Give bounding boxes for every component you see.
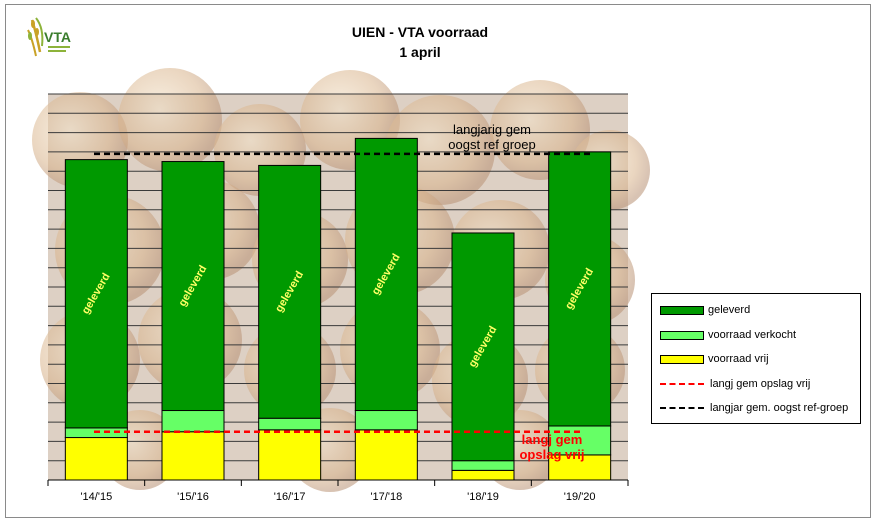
annotation-ref-groep-line2: oogst ref groep — [448, 137, 535, 152]
legend-label-ref-groep: langjar gem. oogst ref-groep — [710, 402, 849, 414]
legend-label-opslag-vrij: langj gem opslag vrij — [710, 378, 811, 390]
legend-item-voorraad-vrij: voorraad vrij — [660, 352, 769, 366]
vta-logo: VTA — [24, 12, 84, 64]
chart-title-block: UIEN - VTA voorraad 1 april — [280, 22, 560, 62]
annotation-opslag-vrij-line1: langj gem — [522, 432, 583, 447]
legend-swatch-voorraad-verkocht — [660, 330, 704, 340]
bar-segment-voorraad-verkocht — [354, 410, 418, 431]
chart-title: UIEN - VTA voorraad — [351, 24, 489, 40]
legend-line-ref-groep — [660, 407, 704, 409]
logo-text: VTA — [44, 29, 71, 45]
legend-swatch-voorraad-vrij — [660, 354, 704, 364]
x-tick-label: '16/'17 — [274, 491, 306, 503]
bar-segment-voorraad-verkocht — [258, 417, 322, 431]
legend-item-ref-groep: langjar gem. oogst ref-groep — [660, 401, 848, 415]
bars: geleverd geleverd geleverd geleverdgeleverd… — [64, 137, 612, 481]
x-tick-label: '19/'20 — [564, 491, 596, 503]
x-tick-label: '17/'18 — [370, 491, 402, 503]
annotation-opslag-vrij-line2: opslag vrij — [519, 447, 584, 462]
bar-segment-voorraad-verkocht — [451, 460, 515, 471]
legend-line-opslag-vrij — [660, 383, 704, 385]
legend-item-opslag-vrij: langj gem opslag vrij — [660, 377, 810, 391]
gridlines — [48, 93, 628, 481]
legend-swatch-geleverd — [660, 305, 704, 315]
legend-label-voorraad-vrij: voorraad vrij — [708, 353, 769, 365]
legend-item-geleverd: geleverd — [660, 303, 750, 317]
annotation-ref-groep-line1: langjarig gem — [453, 122, 531, 137]
bar-segment-geleverd — [354, 137, 418, 412]
bar-segment-voorraad-vrij — [161, 431, 225, 481]
legend-item-voorraad-verkocht: voorraad verkocht — [660, 328, 796, 342]
bar-segment-geleverd — [64, 159, 128, 429]
x-tick-label: '18/'19 — [467, 491, 499, 503]
bar-segment-geleverd — [258, 164, 322, 419]
chart-subtitle: 1 april — [399, 44, 441, 60]
bar-segment-voorraad-vrij — [451, 469, 515, 481]
bar-segment-geleverd — [451, 232, 515, 462]
bar-segment-geleverd — [548, 151, 612, 427]
vta-wheat-logo-icon: VTA — [27, 17, 71, 57]
bar-segment-geleverd — [161, 161, 225, 412]
reference-lines — [94, 152, 590, 433]
x-tick-label: '14/'15 — [80, 491, 112, 503]
bar-segment-voorraad-vrij — [258, 429, 322, 481]
legend-label-geleverd: geleverd — [708, 304, 751, 316]
bar-segment-voorraad-verkocht — [161, 410, 225, 433]
x-tick-label: '15/'16 — [177, 491, 209, 503]
onion-shape — [118, 68, 222, 172]
bar-segment-voorraad-vrij — [64, 437, 128, 481]
bar-segment-voorraad-vrij — [354, 429, 418, 481]
legend-label-voorraad-verkocht: voorraad verkocht — [708, 329, 797, 341]
x-axis: '14/'15 '15/'16 '16/'17 '17/'18 '18/'19 '19/'… — [47, 479, 629, 503]
legend: geleverd voorraad verkocht voorraad vrij… — [651, 293, 861, 424]
